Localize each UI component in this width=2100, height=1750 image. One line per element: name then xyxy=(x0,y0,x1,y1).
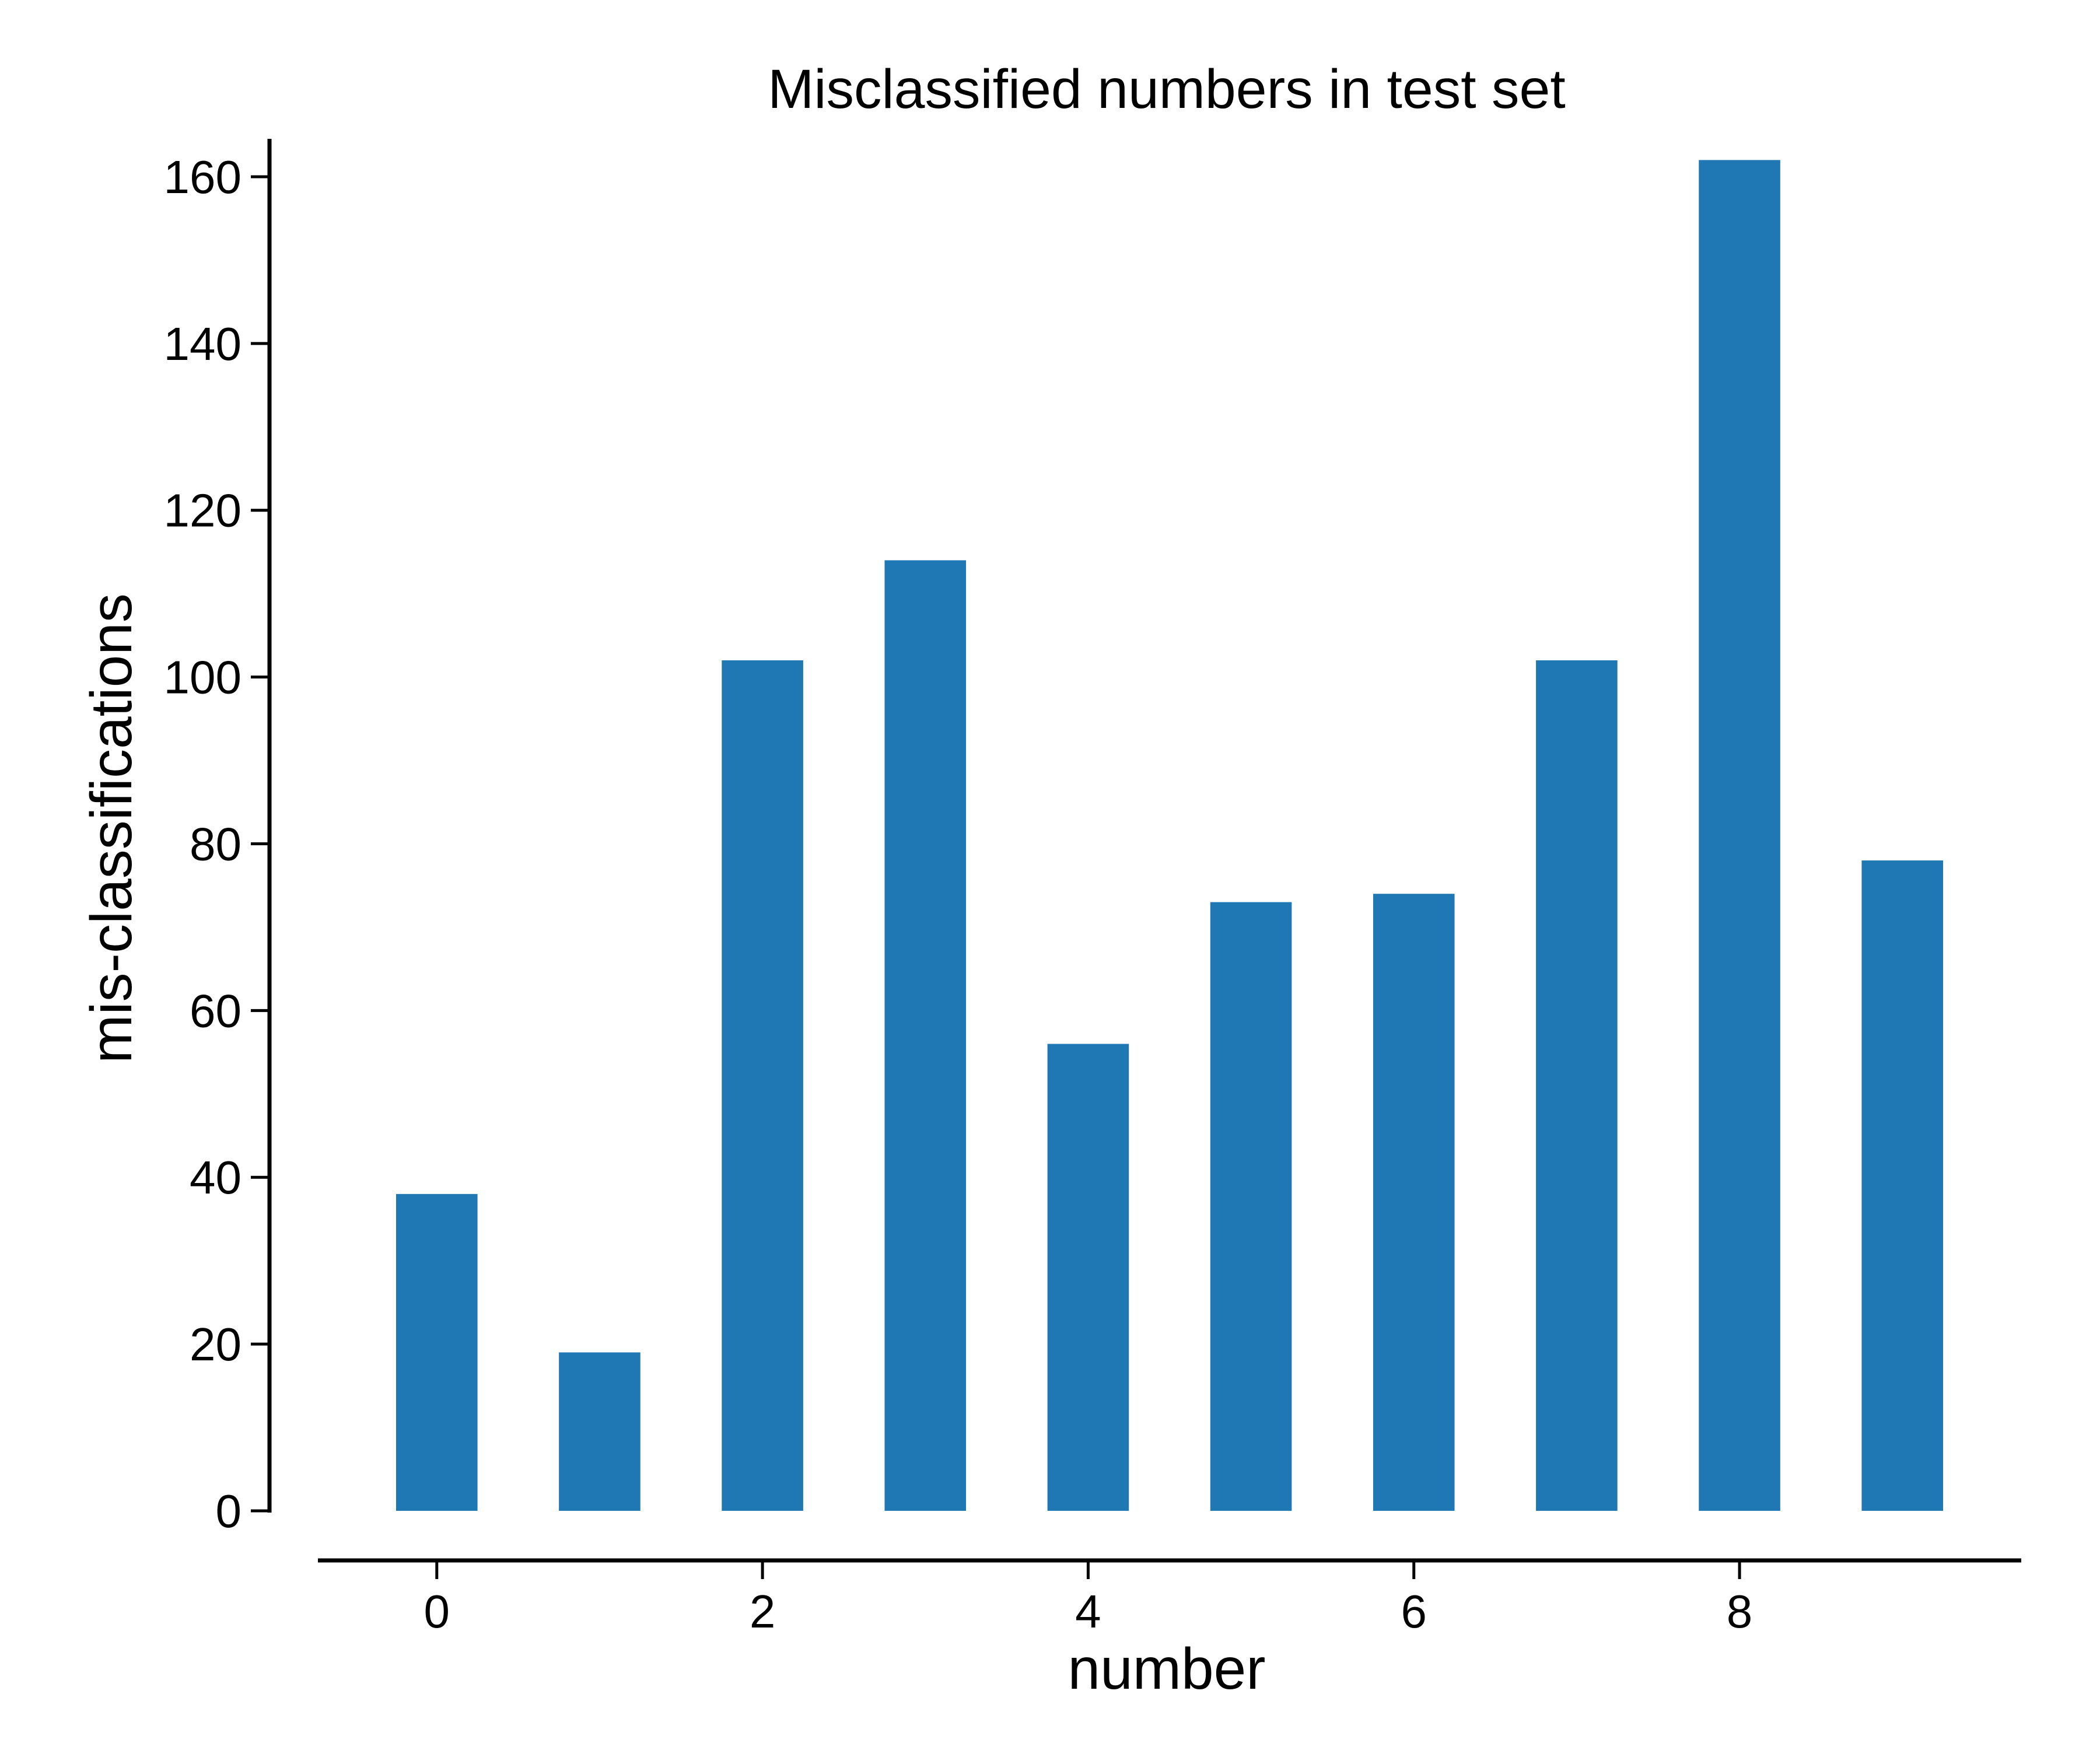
bars-group xyxy=(396,160,1944,1511)
x-tick-label: 4 xyxy=(1075,1586,1101,1637)
bar-8 xyxy=(1699,160,1780,1511)
y-tick-label: 120 xyxy=(164,485,242,537)
x-tick-label: 6 xyxy=(1401,1586,1427,1637)
y-tick-label: 60 xyxy=(190,985,242,1037)
bar-5 xyxy=(1210,902,1292,1511)
x-axis-ticks: 0 2 4 6 8 xyxy=(424,1560,1753,1637)
y-tick-label: 160 xyxy=(164,151,242,203)
x-tick-label: 2 xyxy=(750,1586,776,1637)
x-tick-label: 8 xyxy=(1727,1586,1753,1637)
y-axis-label: mis-classifications xyxy=(79,593,144,1063)
y-tick-label: 140 xyxy=(164,318,242,370)
bar-9 xyxy=(1861,860,1944,1511)
y-tick-label: 100 xyxy=(164,652,242,704)
y-tick-label: 0 xyxy=(216,1485,242,1537)
bar-3 xyxy=(884,560,967,1511)
bar-4 xyxy=(1047,1044,1129,1511)
chart-title: Misclassified numbers in test set xyxy=(768,58,1565,120)
bar-7 xyxy=(1536,660,1618,1511)
bar-6 xyxy=(1373,894,1455,1511)
y-tick-label: 40 xyxy=(190,1152,242,1203)
y-axis-ticks: 0 20 40 60 80 100 120 140 160 xyxy=(164,151,270,1537)
bar-2 xyxy=(722,660,803,1511)
bar-1 xyxy=(559,1352,640,1511)
bar-0 xyxy=(396,1194,478,1511)
x-tick-label: 0 xyxy=(424,1586,450,1637)
y-tick-label: 20 xyxy=(190,1318,242,1370)
x-axis-label: number xyxy=(1068,1636,1265,1702)
y-tick-label: 80 xyxy=(190,818,242,870)
